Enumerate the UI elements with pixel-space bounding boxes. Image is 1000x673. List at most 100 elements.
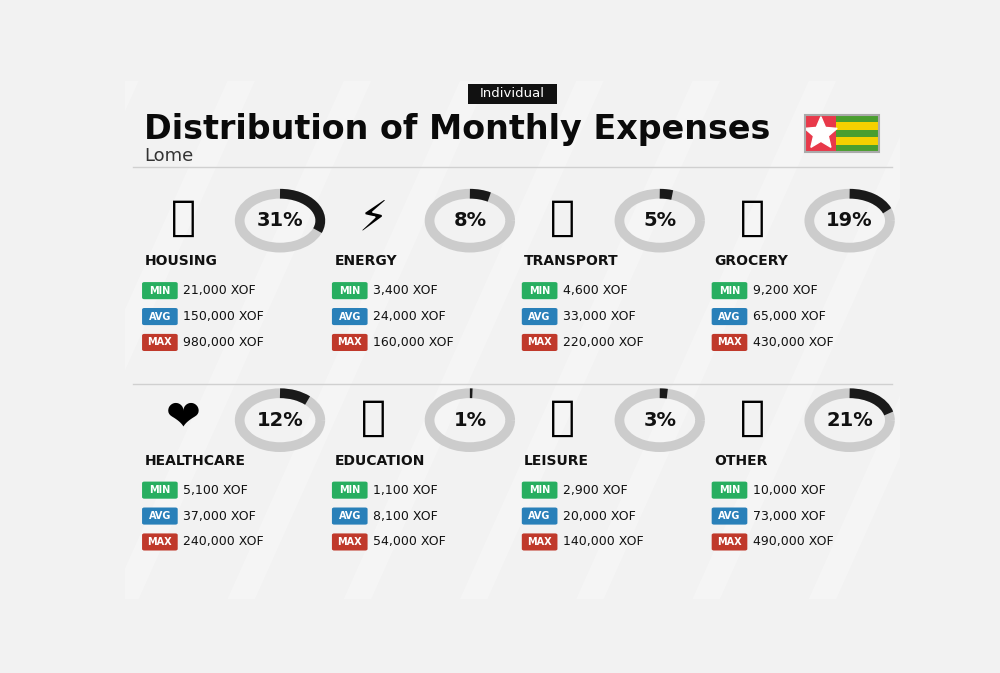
Text: 54,000 XOF: 54,000 XOF [373,536,446,548]
FancyBboxPatch shape [332,534,368,551]
FancyBboxPatch shape [712,282,747,299]
Text: AVG: AVG [339,511,361,521]
Text: 160,000 XOF: 160,000 XOF [373,336,454,349]
Text: 150,000 XOF: 150,000 XOF [183,310,264,323]
Text: MIN: MIN [149,285,170,295]
Text: 🛍️: 🛍️ [550,396,575,439]
Text: 5%: 5% [643,211,676,230]
Text: TRANSPORT: TRANSPORT [524,254,619,268]
Polygon shape [805,116,837,147]
Text: 220,000 XOF: 220,000 XOF [563,336,644,349]
Text: HEALTHCARE: HEALTHCARE [144,454,245,468]
Text: 19%: 19% [826,211,873,230]
Text: 24,000 XOF: 24,000 XOF [373,310,446,323]
FancyBboxPatch shape [805,122,879,130]
FancyBboxPatch shape [332,482,368,499]
FancyBboxPatch shape [142,507,178,525]
Text: 20,000 XOF: 20,000 XOF [563,509,636,522]
Text: MAX: MAX [527,337,552,347]
Text: 🛒: 🛒 [740,197,765,239]
Text: 140,000 XOF: 140,000 XOF [563,536,644,548]
FancyBboxPatch shape [805,115,879,122]
Text: OTHER: OTHER [714,454,767,468]
Text: 21%: 21% [826,411,873,429]
FancyBboxPatch shape [522,482,557,499]
Text: MIN: MIN [719,285,740,295]
FancyBboxPatch shape [332,308,368,325]
Text: Distribution of Monthly Expenses: Distribution of Monthly Expenses [144,114,771,147]
Text: MIN: MIN [339,285,360,295]
FancyBboxPatch shape [805,137,879,145]
Text: AVG: AVG [528,312,551,322]
Text: 🚌: 🚌 [550,197,575,239]
FancyBboxPatch shape [522,507,557,525]
Text: 490,000 XOF: 490,000 XOF [753,536,833,548]
Text: 430,000 XOF: 430,000 XOF [753,336,833,349]
Text: MIN: MIN [339,485,360,495]
Text: 12%: 12% [257,411,303,429]
Text: MAX: MAX [148,537,172,547]
Text: MAX: MAX [527,537,552,547]
Text: 9,200 XOF: 9,200 XOF [753,284,817,297]
Text: Individual: Individual [480,87,545,100]
Text: AVG: AVG [718,312,741,322]
FancyBboxPatch shape [712,334,747,351]
Text: ❤️: ❤️ [166,396,201,439]
Text: 5,100 XOF: 5,100 XOF [183,484,248,497]
Text: ⚡: ⚡ [358,197,388,239]
FancyBboxPatch shape [332,507,368,525]
FancyBboxPatch shape [142,334,178,351]
Text: 3,400 XOF: 3,400 XOF [373,284,438,297]
FancyBboxPatch shape [142,282,178,299]
Text: 🎓: 🎓 [360,396,386,439]
FancyBboxPatch shape [805,145,879,152]
Text: MIN: MIN [719,485,740,495]
Text: MAX: MAX [148,337,172,347]
Text: EDUCATION: EDUCATION [334,454,425,468]
FancyBboxPatch shape [805,130,879,137]
Text: AVG: AVG [339,312,361,322]
FancyBboxPatch shape [332,334,368,351]
Text: Lome: Lome [144,147,194,165]
Text: 1,100 XOF: 1,100 XOF [373,484,438,497]
Text: 980,000 XOF: 980,000 XOF [183,336,264,349]
Text: 8%: 8% [453,211,486,230]
FancyBboxPatch shape [712,534,747,551]
Text: GROCERY: GROCERY [714,254,788,268]
Text: 73,000 XOF: 73,000 XOF [753,509,826,522]
Text: 4,600 XOF: 4,600 XOF [563,284,628,297]
FancyBboxPatch shape [712,308,747,325]
Text: 240,000 XOF: 240,000 XOF [183,536,264,548]
Text: 31%: 31% [257,211,303,230]
Text: AVG: AVG [528,511,551,521]
Text: HOUSING: HOUSING [144,254,217,268]
Text: MIN: MIN [529,485,550,495]
Text: MIN: MIN [529,285,550,295]
FancyBboxPatch shape [522,334,557,351]
Text: MAX: MAX [717,337,742,347]
Text: ENERGY: ENERGY [334,254,397,268]
FancyBboxPatch shape [142,482,178,499]
Text: AVG: AVG [718,511,741,521]
FancyBboxPatch shape [712,507,747,525]
Text: 3%: 3% [643,411,676,429]
Text: LEISURE: LEISURE [524,454,589,468]
Text: 💰: 💰 [740,396,765,439]
Text: 37,000 XOF: 37,000 XOF [183,509,256,522]
FancyBboxPatch shape [522,534,557,551]
Text: AVG: AVG [149,312,171,322]
Text: 8,100 XOF: 8,100 XOF [373,509,438,522]
Text: MAX: MAX [337,537,362,547]
Text: MIN: MIN [149,485,170,495]
FancyBboxPatch shape [332,282,368,299]
FancyBboxPatch shape [468,84,557,104]
Text: MAX: MAX [717,537,742,547]
Text: 33,000 XOF: 33,000 XOF [563,310,636,323]
Text: 10,000 XOF: 10,000 XOF [753,484,826,497]
Text: 2,900 XOF: 2,900 XOF [563,484,628,497]
Text: AVG: AVG [149,511,171,521]
FancyBboxPatch shape [142,534,178,551]
Text: 1%: 1% [453,411,486,429]
FancyBboxPatch shape [712,482,747,499]
Text: 🏢: 🏢 [171,197,196,239]
